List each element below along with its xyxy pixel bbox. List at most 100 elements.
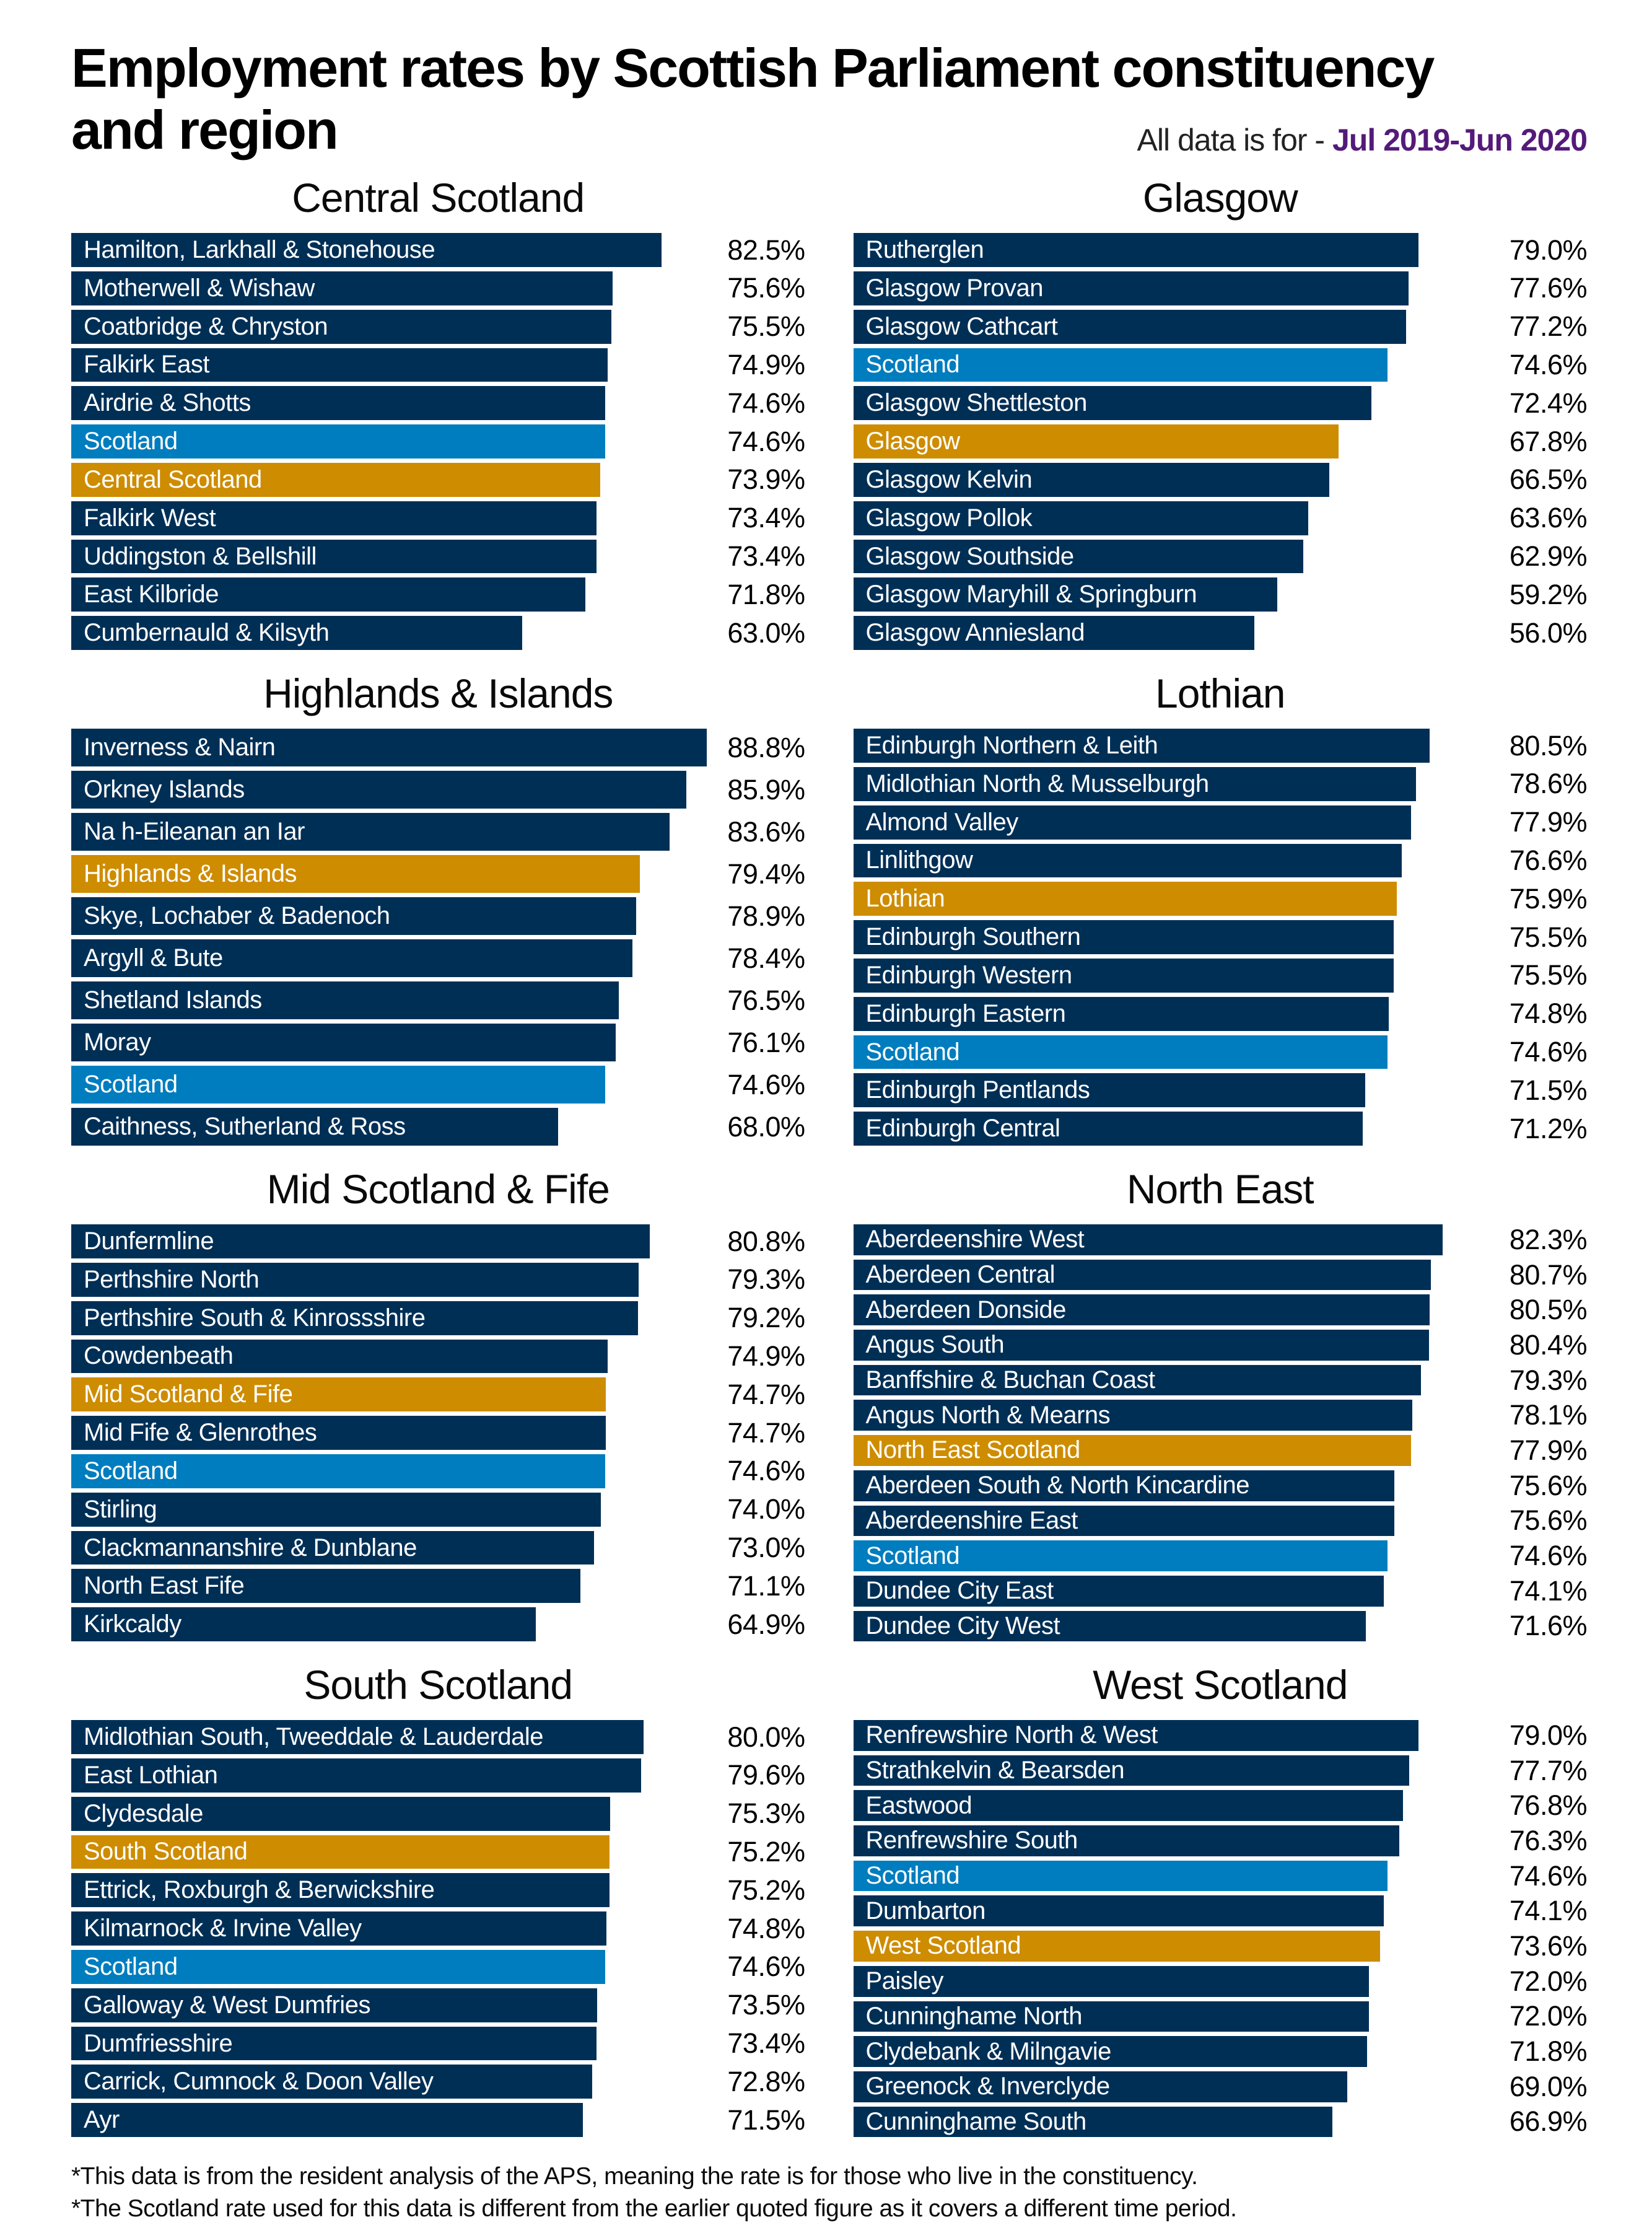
bar-row: Dunfermline 80.8%: [71, 1222, 805, 1261]
bar-value: 75.5%: [1509, 921, 1588, 953]
bar-value: 71.5%: [1509, 1074, 1588, 1106]
constituency-bar: Clydebank & Milngavie: [853, 2036, 1368, 2067]
footnote-aps: *This data is from the resident analysis…: [71, 2162, 1198, 2190]
bar-rows: Renfrewshire North & West 79.0% Strathkelv…: [853, 1718, 1588, 2139]
bar-track: Skye, Lochaber & Badenoch: [71, 895, 715, 937]
bar-label: Glasgow Shettleston: [865, 389, 1088, 417]
bar-value: 73.9%: [727, 463, 805, 496]
bar-track: Angus South: [853, 1328, 1498, 1363]
bar-value: 73.6%: [1509, 1929, 1588, 1962]
bar-value: 78.4%: [727, 942, 805, 974]
bar-track: Rutherglen: [853, 231, 1498, 270]
scotland-bar: Scotland: [853, 1860, 1388, 1892]
bar-value: 74.8%: [1509, 998, 1588, 1030]
bar-row: Scotland 74.6%: [853, 346, 1587, 384]
constituency-bar: Mid Fife & Glenrothes: [71, 1416, 606, 1450]
footnote-scotland-rate: *The Scotland rate used for this data is…: [71, 2195, 1237, 2222]
bar-value: 79.6%: [727, 1759, 805, 1791]
bar-value: 71.8%: [727, 578, 805, 610]
constituency-bar: Kilmarnock & Irvine Valley: [71, 1911, 607, 1946]
bar-track: Aberdeenshire East: [853, 1503, 1498, 1538]
bar-row: Scotland 74.6%: [853, 1033, 1587, 1071]
bar-label: Galloway & West Dumfries: [84, 1991, 370, 2019]
bar-track: Uddingston & Bellshill: [71, 537, 715, 576]
bar-track: Banffshire & Buchan Coast: [853, 1363, 1498, 1398]
bar-value: 77.9%: [1509, 1434, 1588, 1466]
bar-track: West Scotland: [853, 1929, 1498, 1964]
bar-track: Scotland: [853, 1538, 1498, 1574]
constituency-bar: Galloway & West Dumfries: [71, 1988, 598, 2022]
constituency-bar: Almond Valley: [853, 805, 1411, 840]
region-bar: Lothian: [853, 882, 1397, 916]
bar-track: Midlothian North & Musselburgh: [853, 765, 1498, 803]
constituency-bar: East Kilbride: [71, 577, 585, 612]
bar-value: 74.6%: [727, 387, 805, 419]
bar-row: Perthshire North 79.3%: [71, 1260, 805, 1299]
bar-row: Aberdeen Donside 80.5%: [853, 1292, 1587, 1328]
bar-row: Scotland 74.6%: [853, 1538, 1587, 1574]
scotland-bar: Scotland: [71, 424, 606, 459]
bar-track: Scotland: [853, 1858, 1498, 1894]
bar-row: Skye, Lochaber & Badenoch 78.9%: [71, 895, 805, 937]
constituency-bar: Renfrewshire South: [853, 1825, 1400, 1856]
bar-row: Kilmarnock & Irvine Valley 74.8%: [71, 1910, 805, 1948]
bar-row: Dundee City West 71.6%: [853, 1608, 1587, 1644]
bar-track: Caithness, Sutherland & Ross: [71, 1106, 715, 1148]
bar-track: Edinburgh Eastern: [853, 994, 1498, 1033]
bar-value: 71.8%: [1509, 2035, 1588, 2067]
bar-label: Scotland: [865, 1862, 960, 1890]
bar-track: Clydesdale: [71, 1794, 715, 1833]
bar-value: 78.6%: [1509, 768, 1588, 800]
region-bar: Highlands & Islands: [71, 855, 640, 893]
bar-row: Glasgow Cathcart 77.2%: [853, 307, 1587, 346]
bar-label: Kirkcaldy: [84, 1610, 181, 1638]
constituency-bar: Edinburgh Pentlands: [853, 1073, 1365, 1108]
bar-label: Angus South: [865, 1331, 1005, 1359]
bar-row: Scotland 74.6%: [71, 1064, 805, 1106]
bar-row: Aberdeen South & North Kincardine 75.6%: [853, 1468, 1588, 1503]
constituency-bar: Glasgow Provan: [853, 271, 1409, 305]
bar-row: Perthshire South & Kinrossshire 79.2%: [71, 1299, 805, 1337]
bar-label: Midlothian North & Musselburgh: [865, 770, 1210, 797]
bar-row: Scotland 74.6%: [71, 1452, 805, 1491]
constituency-bar: Moray: [71, 1024, 616, 1062]
bar-row: Edinburgh Pentlands 71.5%: [853, 1071, 1588, 1110]
constituency-bar: Aberdeen South & North Kincardine: [853, 1470, 1395, 1501]
bar-row: Falkirk East 74.9%: [71, 346, 805, 384]
scotland-bar: Scotland: [853, 1540, 1388, 1571]
bar-label: Cunninghame South: [865, 2107, 1087, 2135]
bar-row: Shetland Islands 76.5%: [71, 980, 805, 1022]
bar-value: 79.3%: [727, 1263, 805, 1296]
constituency-bar: Cunninghame North: [853, 2001, 1369, 2032]
bar-row: Banffshire & Buchan Coast 79.3%: [853, 1363, 1587, 1398]
bar-value: 73.0%: [727, 1532, 805, 1564]
bar-label: Dumfriesshire: [84, 2029, 233, 2057]
bar-value: 82.5%: [727, 234, 805, 266]
bar-track: Motherwell & Wishaw: [71, 269, 715, 307]
constituency-bar: Linlithgow: [853, 843, 1402, 878]
bar-track: Dumbarton: [853, 1894, 1498, 1929]
bar-track: Dumfriesshire: [71, 2024, 715, 2063]
bar-row: Glasgow Provan 77.6%: [853, 269, 1587, 307]
bar-label: Renfrewshire North & West: [865, 1721, 1158, 1749]
bar-label: Scotland: [865, 351, 960, 379]
region-bar: North East Scotland: [853, 1435, 1411, 1466]
bar-row: Aberdeenshire West 82.3%: [853, 1222, 1587, 1258]
bar-value: 75.6%: [1509, 1469, 1588, 1501]
bar-label: Motherwell & Wishaw: [84, 274, 315, 302]
constituency-bar: Kirkcaldy: [71, 1607, 536, 1642]
region-bar: South Scotland: [71, 1835, 610, 1869]
constituency-bar: Edinburgh Central: [853, 1112, 1363, 1146]
constituency-bar: Ettrick, Roxburgh & Berwickshire: [71, 1873, 610, 1908]
constituency-bar: Stirling: [71, 1492, 601, 1527]
bar-label: Glasgow Maryhill & Springburn: [865, 581, 1197, 608]
bar-row: Glasgow Shettleston 72.4%: [853, 384, 1587, 423]
bar-track: Lothian: [853, 880, 1498, 918]
bar-track: Scotland: [71, 1452, 715, 1491]
bar-track: Glasgow Kelvin: [853, 461, 1498, 499]
bar-row: Inverness & Nairn 88.8%: [71, 727, 805, 769]
constituency-bar: Glasgow Maryhill & Springburn: [853, 577, 1277, 612]
bar-label: Aberdeen South & North Kincardine: [865, 1472, 1250, 1499]
bar-row: Cowdenbeath 74.9%: [71, 1337, 805, 1376]
bar-track: Glasgow Maryhill & Springburn: [853, 576, 1498, 614]
